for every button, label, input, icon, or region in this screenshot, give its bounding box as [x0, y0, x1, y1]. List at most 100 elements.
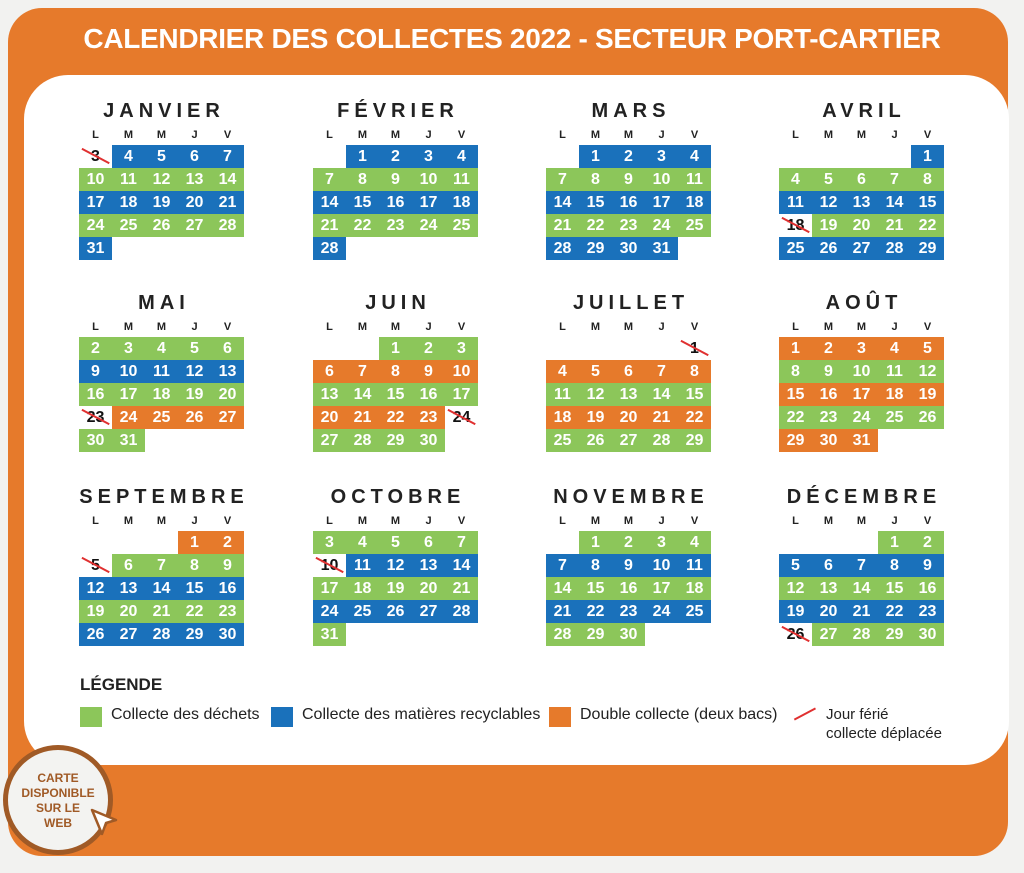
weekday-header: M — [590, 515, 601, 527]
day-number: 4 — [358, 534, 367, 551]
day-number: 1 — [791, 340, 800, 357]
day-number: 10 — [652, 171, 671, 188]
day-number: 30 — [218, 626, 237, 643]
day-cell: 22 — [878, 600, 911, 623]
day-number: 4 — [690, 148, 699, 165]
weekday-header: V — [223, 321, 232, 333]
day-number: 2 — [624, 148, 633, 165]
day-number: 25 — [452, 217, 471, 234]
day-number: 14 — [152, 580, 171, 597]
day-number: 4 — [157, 340, 166, 357]
day-number: 31 — [852, 432, 871, 449]
day-cell: 5 — [178, 337, 211, 360]
weekday-header: J — [891, 321, 898, 333]
day-cell: 30 — [412, 429, 445, 452]
day-number: 28 — [885, 240, 904, 257]
weekday-header: L — [326, 321, 333, 333]
holiday-day-cell: 18 — [779, 214, 812, 237]
day-cell: 24 — [645, 600, 678, 623]
day-cell: 16 — [412, 383, 445, 406]
day-number: 7 — [890, 171, 899, 188]
day-number: 21 — [553, 603, 572, 620]
day-cell: 26 — [178, 406, 211, 429]
day-cell: 20 — [812, 600, 845, 623]
day-cell: 29 — [379, 429, 412, 452]
month-name: JUILLET — [572, 292, 690, 314]
day-number: 12 — [86, 580, 105, 597]
month-name: JUIN — [365, 292, 431, 314]
day-number: 24 — [119, 409, 138, 426]
day-number: 19 — [918, 386, 937, 403]
day-cell: 15 — [678, 383, 711, 406]
day-number: 14 — [652, 386, 671, 403]
day-number: 11 — [686, 171, 703, 188]
day-cell: 28 — [313, 237, 346, 260]
day-number: 22 — [386, 409, 405, 426]
day-number: 28 — [218, 217, 237, 234]
day-number: 20 — [185, 194, 204, 211]
day-number: 12 — [152, 171, 171, 188]
day-cell: 30 — [812, 429, 845, 452]
day-number: 29 — [685, 432, 704, 449]
day-number: 26 — [586, 432, 605, 449]
day-number: 5 — [591, 363, 600, 380]
day-number: 7 — [558, 557, 567, 574]
day-number: 20 — [419, 580, 438, 597]
day-cell: 19 — [379, 577, 412, 600]
day-number: 28 — [652, 432, 671, 449]
day-number: 27 — [320, 432, 339, 449]
day-number: 25 — [353, 603, 372, 620]
day-number: 17 — [452, 386, 471, 403]
day-cell: 20 — [211, 383, 244, 406]
day-cell: 13 — [313, 383, 346, 406]
day-cell: 4 — [145, 337, 178, 360]
day-cell: 29 — [678, 429, 711, 452]
day-number: 14 — [553, 194, 572, 211]
day-cell: 30 — [211, 623, 244, 646]
day-cell: 7 — [313, 168, 346, 191]
day-cell: 17 — [645, 577, 678, 600]
day-number: 8 — [391, 363, 400, 380]
day-cell: 18 — [678, 191, 711, 214]
day-cell: 23 — [612, 600, 645, 623]
day-cell: 23 — [812, 406, 845, 429]
badge-text: CARTE DISPONIBLE SUR LE WEB — [8, 771, 108, 831]
day-cell: 17 — [79, 191, 112, 214]
day-cell: 11 — [546, 383, 579, 406]
holiday-day-cell: 24 — [445, 406, 478, 429]
day-number: 16 — [419, 386, 438, 403]
day-cell: 28 — [878, 237, 911, 260]
day-number: 12 — [918, 363, 937, 380]
day-cell: 28 — [346, 429, 379, 452]
day-number: 5 — [923, 340, 932, 357]
day-number: 12 — [386, 557, 405, 574]
day-number: 16 — [619, 194, 638, 211]
day-number: 3 — [657, 534, 666, 551]
day-number: 19 — [586, 409, 605, 426]
day-number: 8 — [923, 171, 932, 188]
day-number: 23 — [619, 603, 638, 620]
day-cell: 24 — [412, 214, 445, 237]
web-map-badge[interactable]: CARTE DISPONIBLE SUR LE WEB — [3, 745, 113, 855]
day-cell: 23 — [412, 406, 445, 429]
day-number: 2 — [624, 534, 633, 551]
weekday-header: J — [658, 515, 665, 527]
day-number: 18 — [553, 409, 572, 426]
day-cell: 25 — [678, 214, 711, 237]
day-cell: 2 — [379, 145, 412, 168]
day-cell: 11 — [878, 360, 911, 383]
day-number: 3 — [424, 148, 433, 165]
day-cell: 8 — [178, 554, 211, 577]
day-number: 15 — [386, 386, 405, 403]
day-number: 15 — [586, 580, 605, 597]
weekday-header: V — [457, 515, 466, 527]
month-name: FÉVRIER — [337, 100, 459, 122]
day-cell: 28 — [645, 429, 678, 452]
day-number: 22 — [685, 409, 704, 426]
day-cell: 23 — [211, 600, 244, 623]
day-cell: 16 — [612, 577, 645, 600]
day-cell: 10 — [112, 360, 145, 383]
day-number: 8 — [690, 363, 699, 380]
month-name: NOVEMBRE — [553, 486, 709, 508]
month-name: MARS — [591, 100, 671, 122]
